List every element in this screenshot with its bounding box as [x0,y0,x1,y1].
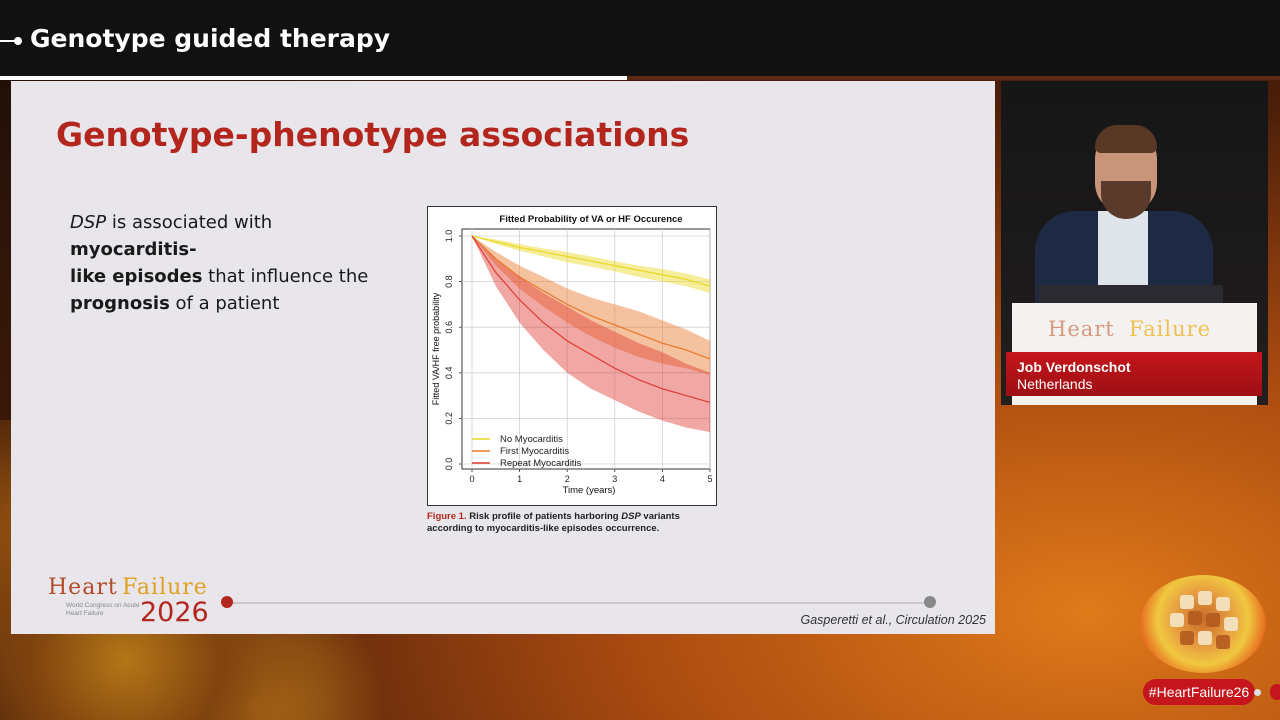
logo-year: 2026 [140,597,209,628]
laptop [1038,285,1223,303]
speaker-name: Job Verdonschot [1017,359,1131,375]
text-emphasis: like episodes [70,266,203,287]
emblem-cell [1216,635,1230,649]
text-fragment: of a patient [169,293,280,314]
x-tick-label: 0 [469,474,474,484]
text-emphasis: myocarditis- [70,239,197,260]
x-tick-label: 4 [660,474,665,484]
slide-body-text: DSP is associated with myocarditis- like… [70,209,400,317]
survival-chart-figure: Fitted Probability of VA or HF Occurence… [427,206,717,506]
x-tick-label: 3 [612,474,617,484]
legend-label: Repeat Myocarditis [500,458,582,469]
series-line [471,235,711,287]
hashtag-pill [1270,684,1280,700]
footer-dot [924,596,936,608]
emblem-cell [1224,617,1238,631]
header-dot [14,37,22,45]
y-tick-label: 0.4 [444,367,454,380]
chart-title: Fitted Probability of VA or HF Occurence [499,214,682,225]
confidence-band [472,236,710,433]
session-progress-bar [0,76,1280,80]
text-fragment: is associated with [106,212,273,233]
heart-failure-logo: Heart Failure World Congress on Acute He… [48,575,209,628]
logo-word-heart: Heart [48,575,118,600]
logo-word-failure: Failure [122,575,208,600]
y-axis-label: Fitted VA/HF free probability [431,292,441,405]
y-tick-label: 0.8 [444,275,454,288]
x-tick-label: 1 [517,474,522,484]
x-axis-label: Time (years) [563,485,616,496]
speaker-name-badge: Job Verdonschot Netherlands [1006,352,1262,396]
slide-title: Genotype-phenotype associations [56,115,690,154]
x-tick-label: 2 [565,474,570,484]
footer-dot [221,596,233,608]
plot-area [461,228,711,470]
emblem-cell [1198,591,1212,605]
y-tick-label: 0.6 [444,321,454,334]
logo-subtitle: World Congress on Acute Heart Failure [66,602,140,617]
session-progress-fill [0,76,628,80]
caption-gene: DSP [621,511,641,522]
text-fragment: that influence the [202,266,369,287]
presentation-slide: Genotype-phenotype associations DSP is a… [11,81,995,634]
figure-caption: Figure 1. Risk profile of patients harbo… [427,511,727,535]
podium-word-failure: Failure [1129,317,1212,341]
caption-text: variants according to myocarditis-like e… [427,511,680,534]
figure-label: Figure 1. [427,511,467,522]
series-line [471,235,711,404]
emblem-cell [1180,595,1194,609]
session-title: Genotype guided therapy [30,24,391,53]
slide-footer-line [231,602,931,604]
hashtag-dot [1254,689,1261,696]
y-tick-label: 0.0 [444,458,454,471]
text-emphasis: prognosis [70,293,170,314]
speaker-shirt [1098,211,1148,291]
gene-name: DSP [70,212,107,233]
hashtag-badge: #HeartFailure26 [1143,679,1255,705]
speaker-hair [1095,125,1157,153]
session-header: Genotype guided therapy [0,0,1280,76]
x-tick-label: 5 [707,474,712,484]
confidence-band [472,236,710,376]
survival-chart: Fitted Probability of VA or HF Occurence… [431,214,713,496]
y-tick-label: 0.2 [444,412,454,425]
series-line [471,235,711,360]
emblem-cell [1180,631,1194,645]
emblem-cell [1198,631,1212,645]
legend-label: First Myocarditis [500,446,569,457]
legend-label: No Myocarditis [500,434,563,445]
emblem-cell [1188,611,1202,625]
speaker-country: Netherlands [1017,376,1093,392]
caption-text: Risk profile of patients harboring [466,511,622,522]
emblem-cell [1170,613,1184,627]
podium-word-heart: Heart [1048,317,1115,341]
slide-citation: Gasperetti et al., Circulation 2025 [800,613,986,627]
y-tick-label: 1.0 [444,230,454,243]
emblem-cell [1216,597,1230,611]
header-line [0,40,16,42]
emblem-cell [1206,613,1220,627]
congress-emblem-icon [1140,575,1266,673]
